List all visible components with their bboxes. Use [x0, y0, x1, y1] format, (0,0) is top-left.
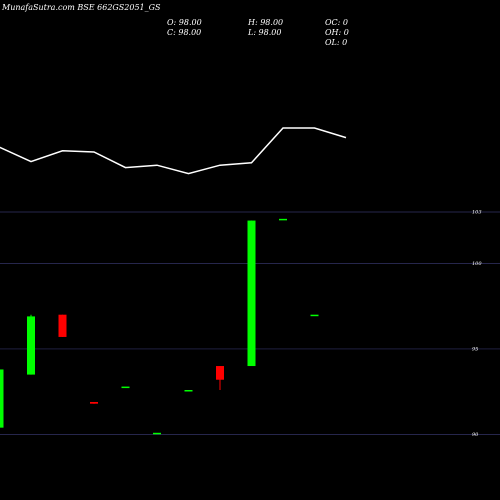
ohlc-high: H: 98.00 [248, 18, 284, 27]
line-series [0, 127, 347, 175]
y-tick-label: 100 [472, 261, 482, 267]
candle-body [153, 432, 161, 435]
candle-body [216, 366, 224, 380]
ohlc-ol: OL: 0 [325, 38, 348, 47]
ohlc-oh: OH: 0 [325, 28, 349, 37]
ohlc-oc: OC: 0 [325, 18, 349, 27]
candle-body [121, 386, 130, 389]
candle-body [27, 316, 35, 375]
y-tick-label: 103 [472, 210, 482, 216]
candle-body [0, 369, 4, 428]
ohlc-open: O: 98.00 [167, 18, 202, 27]
y-tick-label: 95 [472, 346, 478, 352]
ohlc-close: C: 98.00 [167, 28, 202, 37]
candle-body [310, 314, 319, 317]
candle-body [247, 220, 256, 367]
candle-body [279, 218, 287, 221]
candle-body [184, 390, 193, 392]
ohlc-low: L: 98.00 [248, 28, 282, 37]
chart-title: MunafaSutra.com BSE 662GS2051_GS [2, 3, 161, 12]
y-tick-label: 90 [472, 432, 479, 438]
candle-body [90, 401, 98, 404]
candle-body [58, 314, 67, 337]
